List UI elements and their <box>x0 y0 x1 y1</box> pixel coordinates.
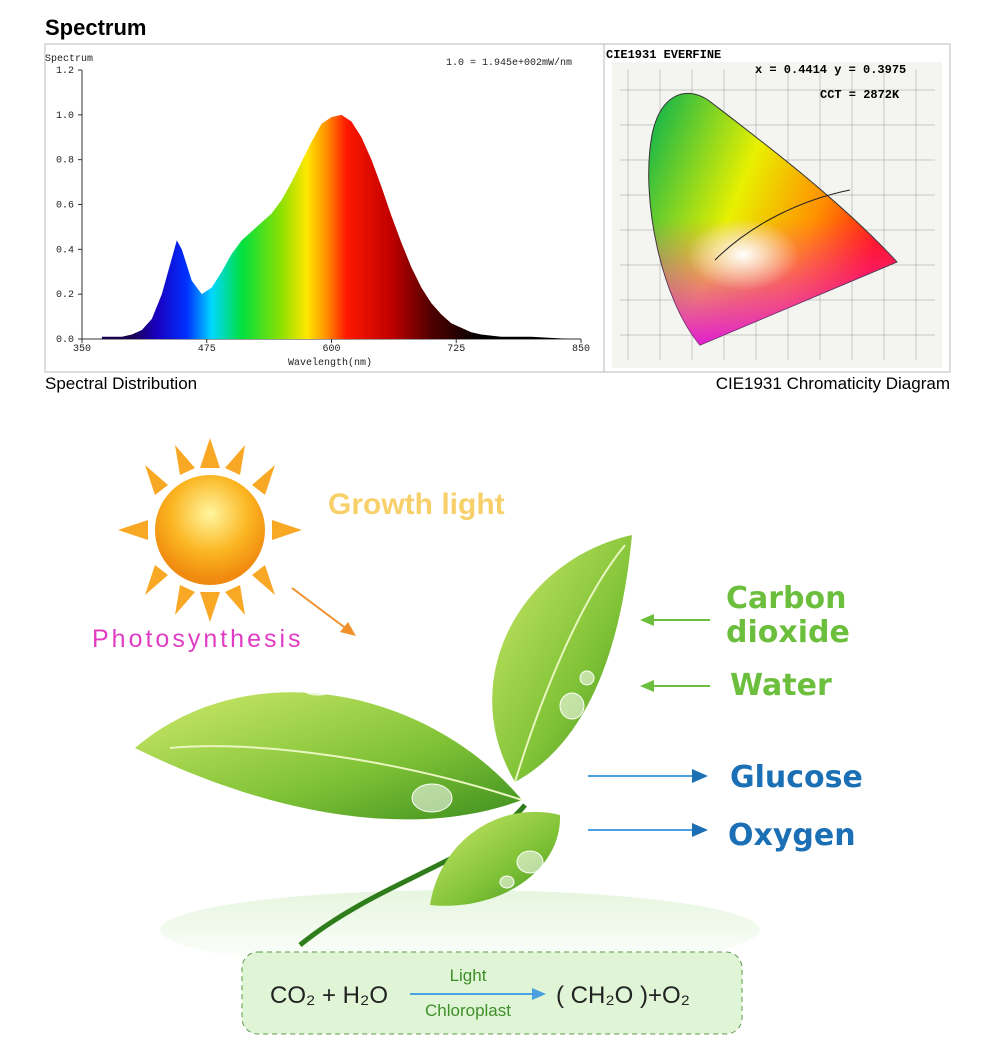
spectrum-chart: Spectrum 1.0 = 1.945e+002mW/nm Wavelengt… <box>45 54 590 369</box>
x-axis-label: Wavelength(nm) <box>288 357 372 369</box>
y-tick-label: 0.4 <box>56 245 74 256</box>
equation-products: ( CH₂O )+O₂ <box>556 982 690 1009</box>
caption: CIE1931 Chromaticity Diagram <box>716 374 950 393</box>
input-label: dioxide <box>726 615 850 650</box>
equation-site: Chloroplast <box>425 1001 511 1020</box>
leaf <box>430 811 561 906</box>
leaf-vein <box>514 544 626 783</box>
x-tick-label: 350 <box>73 344 91 355</box>
x-tick-label: 600 <box>322 344 340 355</box>
y-tick-label: 0.0 <box>56 335 74 346</box>
spectrum-area <box>101 114 572 339</box>
output-label: Glucose <box>730 760 863 795</box>
cie-cct: CCT = 2872K <box>820 88 900 102</box>
y-tick-label: 0.2 <box>56 290 74 301</box>
cie-coordinates: x = 0.4414 y = 0.3975 <box>755 63 906 77</box>
y-tick-label: 1.2 <box>56 66 74 77</box>
input-label: Water <box>730 668 832 703</box>
arrowhead <box>532 988 546 1000</box>
cie-title: CIE1931 EVERFINE <box>606 48 721 62</box>
droplets <box>295 664 595 889</box>
panel-frame <box>44 43 951 373</box>
cie-diagram: CIE1931 EVERFINE x = 0.4414 y = 0.3975 C… <box>606 48 942 368</box>
x-tick-label: 850 <box>572 344 590 355</box>
sun <box>155 475 265 585</box>
output-arrows <box>588 769 708 837</box>
cie-white <box>680 205 820 295</box>
illustration: Growth light Photosynthesis Carbon dioxi… <box>92 438 863 1035</box>
ground-glow <box>160 890 760 970</box>
arrow <box>291 587 349 631</box>
caption: Spectral Distribution <box>45 374 197 393</box>
planckian-locus <box>714 189 851 261</box>
input-arrows <box>640 614 710 692</box>
heading: Spectrum <box>45 15 146 40</box>
growth-light: Growth light <box>328 488 505 521</box>
y-axis-label: Spectrum <box>45 54 93 65</box>
output-label: Oxygen <box>728 818 856 853</box>
sun-rays <box>118 438 302 622</box>
equation-condition: Light <box>450 966 487 985</box>
leaf-vein <box>169 745 523 801</box>
leaf <box>492 535 632 782</box>
equation-reactants: CO₂ + H₂O <box>270 982 388 1009</box>
arrowhead <box>340 622 356 636</box>
y-tick-label: 0.6 <box>56 201 74 212</box>
photosynthesis: Photosynthesis <box>92 625 304 653</box>
x-tick-label: 725 <box>447 344 465 355</box>
y-tick-label: 0.8 <box>56 156 74 167</box>
input-label: Carbon <box>726 581 847 616</box>
y-tick-label: 1.0 <box>56 111 74 122</box>
x-tick-label: 475 <box>198 344 216 355</box>
note: 1.0 = 1.945e+002mW/nm <box>446 57 572 69</box>
